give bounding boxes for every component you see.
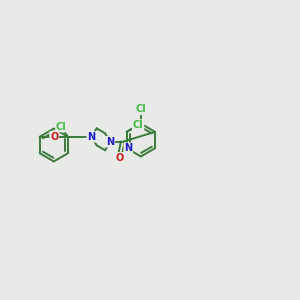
Text: N: N <box>124 143 132 153</box>
Text: O: O <box>50 132 58 142</box>
Text: Cl: Cl <box>136 104 146 114</box>
Text: O: O <box>116 153 124 163</box>
Text: Cl: Cl <box>56 122 67 131</box>
Text: N: N <box>106 137 114 147</box>
Text: N: N <box>87 132 95 142</box>
Text: Cl: Cl <box>133 120 143 130</box>
